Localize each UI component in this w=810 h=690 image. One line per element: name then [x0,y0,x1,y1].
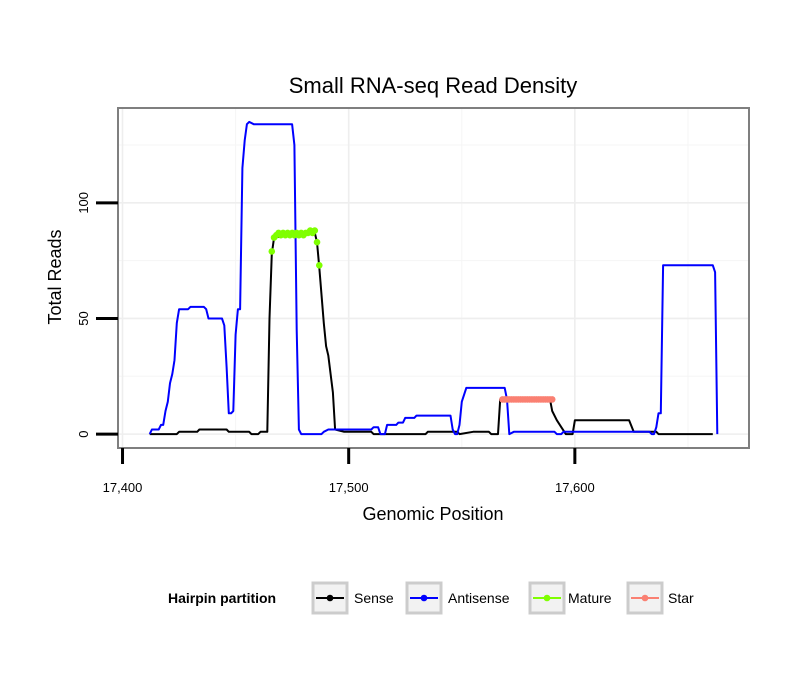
x-axis: 17,400 17,500 17,600 [103,448,595,495]
panel-border-rect [117,107,750,449]
legend-item-star: Star [626,581,694,615]
x-axis-title: Genomic Position [362,504,503,524]
legend-entries: Sense Antisense Mature Star [311,581,694,615]
legend-label-sense: Sense [354,590,394,606]
legend-key-point-antisense [420,594,428,602]
legend-key-point-star [641,594,649,602]
legend-label-star: Star [668,590,694,606]
series-point-star [548,396,556,403]
legend-item-sense: Sense [311,581,394,615]
y-tick-label: 50 [76,311,91,325]
chart-title: Small RNA-seq Read Density [289,73,578,98]
legend-item-antisense: Antisense [405,581,510,615]
legend-title: Hairpin partition [168,590,276,606]
y-tick-label: 0 [76,431,91,438]
series-point-mature [313,238,321,246]
legend-label-antisense: Antisense [448,590,510,606]
series-line-antisense [148,120,719,436]
series-point-mature [315,261,323,269]
y-tick-label: 100 [76,192,91,214]
panel-background [118,108,749,448]
legend-key-point-mature [543,594,551,602]
series-point-mature [311,227,319,234]
x-tick-label: 17,400 [103,480,143,495]
series-point-mature [268,248,276,255]
y-axis: 0 50 100 [76,192,118,438]
legend: Hairpin partition Sense Antisense Mature St… [168,581,694,615]
x-tick-label: 17,500 [329,480,369,495]
legend-label-mature: Mature [568,590,612,606]
series-line-sense [149,231,713,436]
plot-panel [118,108,749,448]
series-layer [148,120,719,436]
grid-lines [118,108,749,448]
y-axis-title: Total Reads [45,229,65,324]
plot-border [117,107,750,449]
x-tick-label: 17,600 [555,480,595,495]
legend-key-point-sense [326,594,334,602]
legend-item-mature: Mature [528,581,612,615]
